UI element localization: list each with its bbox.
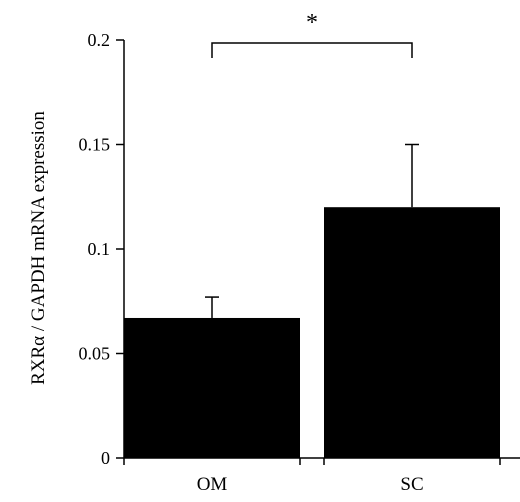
- bar-sc: [324, 207, 500, 458]
- x-tick-label-sc: SC: [400, 474, 423, 495]
- error-bars: [205, 143, 419, 318]
- x-tick-labels: OM SC: [197, 474, 424, 495]
- y-tick-label: 0.2: [88, 30, 111, 50]
- significance-bracket-line: [211, 42, 413, 58]
- y-tick-label: 0.1: [88, 239, 111, 259]
- x-tick-label-om: OM: [197, 474, 228, 495]
- significance-star: *: [306, 10, 318, 36]
- y-axis-title: RXRα / GAPDH mRNA expression: [28, 111, 49, 385]
- y-tick-label: 0: [101, 448, 110, 468]
- significance-bracket: *: [211, 10, 413, 58]
- y-tick-label: 0.15: [79, 135, 111, 155]
- y-tick-label: 0.05: [79, 344, 111, 364]
- bars: [123, 207, 501, 465]
- y-ticks: 0 0.05 0.1 0.15 0.2: [79, 30, 124, 468]
- bar-om: [124, 317, 300, 458]
